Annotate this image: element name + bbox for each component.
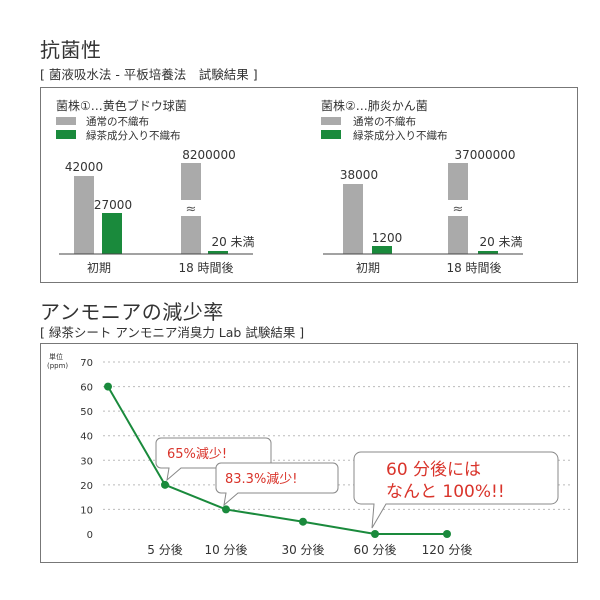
ytick-label: 10 [80,505,93,516]
callout-100: 60 分後には なんと 100%!! [353,451,559,529]
bar-label-s1-initial-normal: 42000 [65,160,103,174]
ytick-label: 50 [80,407,93,418]
bar-label-s1-18h-normal: 8200000 [182,148,235,162]
legend-normal-swatch [56,117,76,125]
xtick-label: 60 分後 [353,543,396,557]
ytick-label: 0 [87,530,93,541]
callout-65-bubble [155,437,272,482]
bar-s2-18h-greentea [478,251,498,254]
xtick-s1-initial: 初期 [87,261,111,275]
section2-title: アンモニアの減少率 [40,300,224,324]
callout-100-line1: 60 分後には [386,460,481,480]
ammonia-panel: 単位 (ppm) 0 10 20 30 40 50 60 70 5 分後 10 分後 30 分後 6… [40,343,578,563]
bar-s2-initial-normal [343,184,363,254]
antibacterial-charts: 菌株①…黄色ブドウ球菌 通常の不織布 緑茶成分入り不織布 42000 27000… [56,98,523,275]
xtick-s2-initial: 初期 [356,261,380,275]
data-point [104,382,112,391]
legend2-normal-swatch [321,117,341,125]
data-point [371,530,379,538]
section1-title: 抗菌性 [40,38,102,62]
callout-65-text: 65%減少! [167,446,227,462]
xtick-label: 10 分後 [204,543,247,557]
bar-s1-18h-normal-bottom [181,216,201,254]
callout-100-bubble [353,451,559,529]
unit-label-top: 単位 [49,352,63,361]
bar-label-s1-initial-greentea: 27000 [94,198,132,212]
legend-normal-label: 通常の不織布 [86,115,149,128]
bar-s1-18h-greentea [208,251,228,254]
callout-83-text: 83.3%減少! [225,471,298,487]
legend2-greentea-label: 緑茶成分入り不織布 [353,129,448,142]
bar-s2-initial-greentea [372,246,392,254]
ytick-label: 20 [80,481,93,492]
axis-break-symbol-2: ≈ [453,202,464,217]
bar-s2-18h-normal-top [448,163,468,200]
ytick-label: 30 [80,456,93,467]
bar-s1-initial-normal [74,176,94,254]
section2-subtitle: [ 緑茶シート アンモニア消臭力 Lab 試験結果 ] [40,325,305,340]
unit-label-bottom: (ppm) [47,362,68,370]
callout-65: 65%減少! [155,437,272,482]
antibacterial-panel: 菌株①…黄色ブドウ球菌 通常の不織布 緑茶成分入り不織布 42000 27000… [40,87,578,283]
data-point [299,517,307,526]
strain2-title: 菌株②…肺炎かん菌 [321,98,428,113]
data-point [443,530,451,538]
callout-83: 83.3%減少! [215,462,339,507]
ammonia-series-line [107,386,447,535]
strain1-chart: 菌株①…黄色ブドウ球菌 通常の不織布 緑茶成分入り不織布 42000 27000… [56,98,255,275]
bar-label-s2-initial-greentea: 1200 [372,231,403,245]
ammonia-line-chart: 単位 (ppm) 0 10 20 30 40 50 60 70 5 分後 10 分後 30 分後 6… [47,352,571,557]
data-point [222,505,230,514]
xtick-label: 5 分後 [147,543,182,557]
strain1-title: 菌株①…黄色ブドウ球菌 [56,98,187,113]
section1-subtitle: [ 菌液吸水法 - 平板培養法 試験結果 ] [40,67,258,82]
xtick-label: 120 分後 [422,543,473,557]
xtick-label: 30 分後 [281,543,324,557]
bar-s1-18h-normal-top [181,163,201,200]
xtick-s1-18h: 18 時間後 [178,261,233,275]
bar-label-s2-18h-greentea: 20 未満 [479,235,522,249]
ytick-label: 40 [80,432,93,443]
xtick-s2-18h: 18 時間後 [446,261,501,275]
legend-greentea-label: 緑茶成分入り不織布 [86,129,181,142]
data-point [161,480,169,489]
ytick-label: 60 [80,383,93,394]
callout-100-line2: なんと 100%!! [386,482,505,502]
ytick-label: 70 [80,358,93,369]
bar-label-s2-18h-normal: 37000000 [454,148,515,162]
bar-s1-initial-greentea [102,213,122,254]
bar-label-s1-18h-greentea: 20 未満 [211,235,254,249]
strain2-chart: 菌株②…肺炎かん菌 通常の不織布 緑茶成分入り不織布 38000 1200 ≈ … [321,98,523,275]
bar-label-s2-initial-normal: 38000 [340,168,378,182]
legend2-normal-label: 通常の不織布 [353,115,416,128]
legend-greentea-swatch [56,130,76,139]
callout-83-bubble [215,462,339,507]
legend2-greentea-swatch [321,130,341,139]
bar-s2-18h-normal-bottom [448,216,468,254]
axis-break-symbol: ≈ [186,202,197,217]
